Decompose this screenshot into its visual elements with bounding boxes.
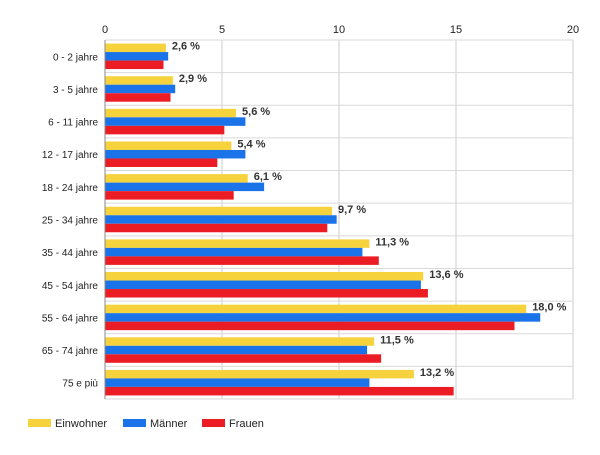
bar-einwohner bbox=[105, 369, 414, 379]
data-label: 2,6 % bbox=[172, 41, 200, 53]
bar-frauen bbox=[105, 289, 428, 298]
category-label: 65 - 74 jahre bbox=[42, 346, 99, 357]
bar-einwohner bbox=[105, 304, 527, 314]
gridlines bbox=[104, 39, 574, 400]
bar-männer bbox=[105, 117, 246, 126]
bar-männer bbox=[105, 313, 541, 322]
data-label: 9,7 % bbox=[338, 204, 366, 216]
legend-swatch-einwohner bbox=[28, 419, 51, 427]
category-label: 75 e più bbox=[62, 379, 98, 390]
bar-einwohner bbox=[105, 43, 166, 53]
category-label: 35 - 44 jahre bbox=[42, 248, 99, 259]
bar-männer bbox=[105, 345, 368, 355]
category-label: 6 - 11 jahre bbox=[48, 118, 98, 129]
legend-label: Männer bbox=[150, 418, 188, 430]
bar-einwohner bbox=[105, 206, 332, 216]
bar-einwohner bbox=[105, 337, 375, 346]
legend: Einwohner Männer Frauen bbox=[28, 418, 264, 430]
bar-männer bbox=[105, 247, 363, 257]
data-label: 13,2 % bbox=[420, 367, 454, 379]
bar-frauen bbox=[105, 321, 515, 331]
bar-einwohner bbox=[105, 174, 248, 183]
axes: 0 5 10 15 20 0 - 2 jahre 3 - 5 jahre 6 - 11 jah… bbox=[42, 24, 579, 399]
bar-frauen bbox=[105, 93, 171, 102]
bar-einwohner bbox=[105, 76, 173, 85]
bar-einwohner bbox=[105, 141, 232, 150]
bar-frauen bbox=[105, 386, 454, 396]
bar-frauen bbox=[105, 191, 234, 200]
bar-männer bbox=[105, 215, 337, 224]
data-label: 6,1 % bbox=[254, 171, 282, 183]
data-labels: 2,6 % 2,9 % 5,6 % 5,4 % 6,1 % 9,7 % 11,3 % 13,6… bbox=[172, 41, 567, 379]
x-tick-label: 10 bbox=[333, 24, 345, 36]
bar-einwohner bbox=[105, 108, 237, 118]
data-label: 5,4 % bbox=[237, 138, 265, 150]
bar-männer bbox=[105, 182, 265, 192]
bars bbox=[105, 43, 541, 396]
bar-männer bbox=[105, 84, 176, 94]
category-label: 25 - 34 jahre bbox=[42, 216, 99, 227]
data-label: 5,6 % bbox=[242, 106, 270, 118]
bar-frauen bbox=[105, 60, 164, 70]
x-tick-label: 15 bbox=[450, 24, 462, 36]
legend-label: Einwohner bbox=[55, 418, 107, 430]
bar-frauen bbox=[105, 354, 382, 363]
category-label: 45 - 54 jahre bbox=[42, 281, 99, 292]
data-label: 2,9 % bbox=[179, 73, 207, 85]
category-label: 18 - 24 jahre bbox=[42, 183, 99, 194]
legend-label: Frauen bbox=[229, 418, 264, 430]
data-label: 11,3 % bbox=[375, 236, 409, 248]
bar-männer bbox=[105, 149, 246, 159]
bar-männer bbox=[105, 378, 370, 387]
bar-frauen bbox=[105, 158, 218, 167]
bar-frauen bbox=[105, 256, 379, 265]
data-label: 18,0 % bbox=[532, 302, 566, 314]
x-tick-label: 20 bbox=[567, 24, 579, 36]
legend-swatch-frauen bbox=[202, 419, 225, 427]
category-label: 55 - 64 jahre bbox=[42, 313, 99, 324]
bar-männer bbox=[105, 52, 169, 61]
x-tick-label: 0 bbox=[102, 24, 108, 36]
bar-frauen bbox=[105, 125, 225, 135]
category-label: 12 - 17 jahre bbox=[42, 150, 99, 161]
x-tick-label: 5 bbox=[219, 24, 225, 36]
data-label: 11,5 % bbox=[380, 334, 414, 346]
category-label: 0 - 2 jahre bbox=[53, 52, 98, 63]
legend-swatch-männer bbox=[123, 419, 146, 427]
bar-einwohner bbox=[105, 239, 370, 248]
category-label: 3 - 5 jahre bbox=[53, 85, 98, 96]
bar-einwohner bbox=[105, 272, 424, 281]
bar-frauen bbox=[105, 223, 328, 233]
data-label: 13,6 % bbox=[429, 269, 463, 281]
bar-männer bbox=[105, 280, 421, 290]
